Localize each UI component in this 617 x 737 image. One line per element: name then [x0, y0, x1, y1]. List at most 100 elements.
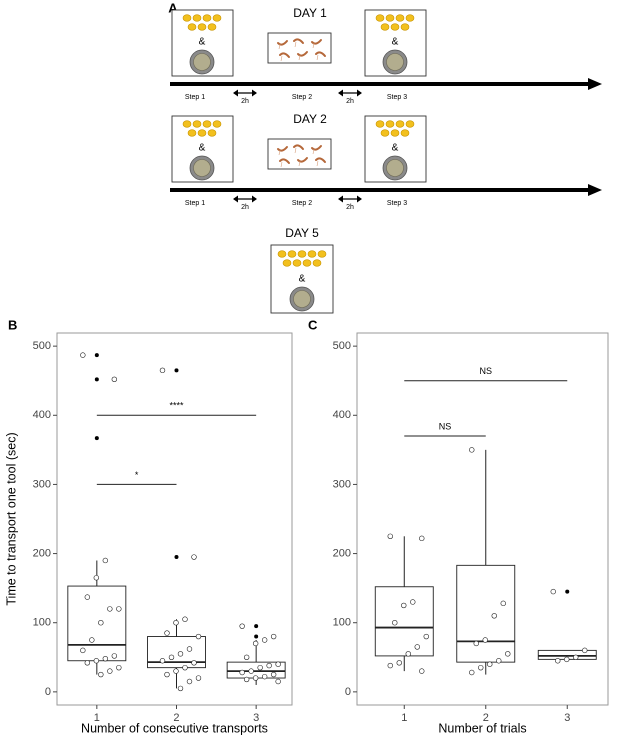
- larva-leg: [280, 55, 283, 62]
- significance-label: NS: [480, 366, 493, 376]
- data-point: [164, 630, 170, 636]
- data-point: [252, 640, 259, 647]
- data-point: [164, 671, 170, 678]
- pellet: [212, 14, 222, 22]
- dish-content: [386, 53, 404, 71]
- x-axis-title: Number of consecutive transports: [81, 721, 268, 735]
- timeline-head: [588, 184, 602, 196]
- pellet: [400, 23, 410, 31]
- data-point: [423, 633, 429, 640]
- pellet: [375, 14, 385, 22]
- larva-leg: [294, 147, 297, 154]
- pellet: [207, 129, 217, 137]
- data-point: [419, 535, 425, 542]
- pellet: [187, 23, 197, 31]
- data-point: [555, 658, 561, 664]
- pellet: [307, 250, 317, 258]
- larva-leg: [316, 54, 319, 61]
- arrow-head: [233, 89, 257, 97]
- larva: [293, 144, 304, 150]
- food-pellets: [375, 14, 415, 31]
- data-point: [84, 660, 91, 666]
- data-point: [111, 653, 118, 659]
- interval-label: 2h: [346, 98, 354, 105]
- pellet: [380, 129, 390, 137]
- food-pellets: [182, 120, 222, 137]
- data-point: [487, 661, 493, 667]
- pellet: [385, 14, 395, 22]
- outlier: [94, 436, 99, 441]
- interval-label: 2h: [241, 204, 249, 211]
- dish-content: [386, 159, 404, 177]
- ampersand: &: [199, 37, 206, 48]
- data-point: [270, 633, 277, 640]
- step-label: Step 1: [185, 94, 205, 101]
- significance-label: *: [135, 470, 139, 480]
- ampersand: &: [392, 143, 399, 154]
- pellet: [375, 120, 385, 128]
- data-point: [173, 620, 179, 626]
- data-point: [275, 678, 281, 685]
- pellet: [207, 23, 217, 31]
- larva: [297, 157, 308, 163]
- data-point: [401, 602, 407, 609]
- pellet: [390, 129, 400, 137]
- panel-label: A: [168, 0, 178, 15]
- data-point: [182, 664, 188, 671]
- pellet: [192, 14, 202, 22]
- data-point: [111, 376, 118, 383]
- dish-content: [293, 290, 311, 308]
- x-tick-label: 2: [483, 712, 489, 724]
- larva: [315, 51, 326, 57]
- pellet: [400, 129, 410, 137]
- dish-content: [193, 53, 211, 71]
- y-tick-label: 400: [333, 409, 351, 421]
- x-tick-label: 3: [253, 712, 259, 724]
- data-point: [107, 668, 113, 674]
- data-point: [270, 671, 277, 678]
- timeline-head: [588, 78, 602, 90]
- y-tick-label: 300: [333, 478, 351, 490]
- pellet: [405, 14, 415, 22]
- food-pellets: [182, 14, 222, 31]
- pellet: [317, 250, 327, 258]
- arrow-head: [338, 195, 362, 203]
- data-point: [168, 654, 175, 660]
- data-point: [159, 367, 166, 374]
- data-point: [186, 646, 193, 652]
- panel-label: C: [308, 317, 318, 332]
- larva-leg: [316, 160, 319, 167]
- pellet: [395, 120, 405, 128]
- arrow-head: [338, 89, 362, 97]
- data-point: [239, 623, 245, 629]
- data-point: [159, 658, 166, 664]
- y-tick-label: 100: [333, 617, 351, 629]
- pellet: [187, 129, 197, 137]
- pellet: [297, 250, 307, 258]
- pellet: [182, 14, 192, 22]
- pellet: [380, 23, 390, 31]
- larva: [279, 52, 290, 58]
- data-point: [550, 588, 556, 595]
- day-title: DAY 5: [285, 226, 319, 240]
- setup-box: [364, 115, 427, 183]
- y-tick-label: 300: [33, 478, 51, 490]
- data-point: [243, 654, 250, 660]
- pellet: [405, 120, 415, 128]
- box: [67, 585, 127, 662]
- step-label: Step 2: [292, 200, 312, 207]
- y-tick-label: 0: [45, 686, 51, 698]
- data-point: [392, 620, 398, 626]
- larvae: [277, 144, 326, 168]
- data-point: [177, 685, 184, 692]
- data-point: [266, 662, 272, 669]
- larva: [277, 146, 288, 152]
- larva: [297, 51, 308, 57]
- outlier: [94, 377, 99, 382]
- step-label: Step 1: [185, 200, 205, 207]
- ampersand: &: [392, 37, 399, 48]
- data-point: [116, 664, 122, 671]
- data-point: [396, 660, 402, 666]
- data-point: [573, 654, 579, 660]
- data-point: [405, 651, 411, 657]
